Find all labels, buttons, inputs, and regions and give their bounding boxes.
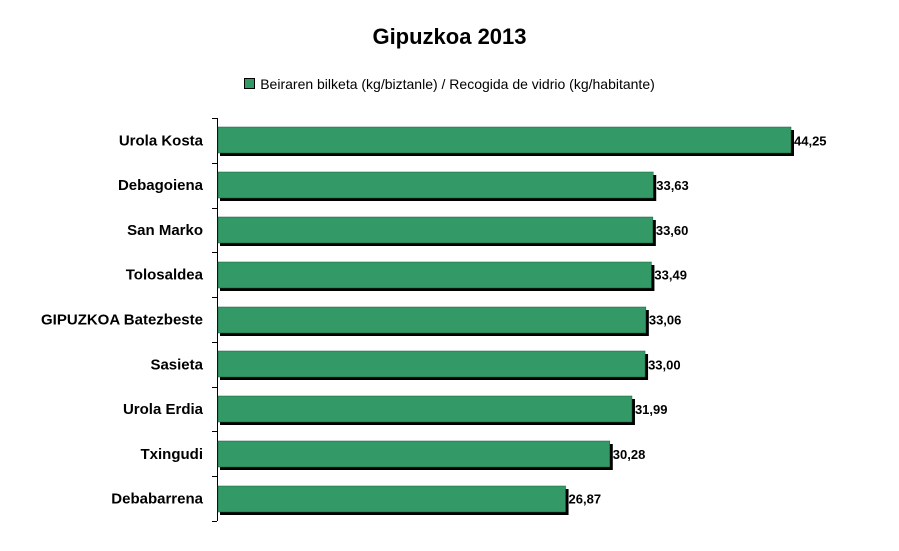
data-label: 33,60 — [656, 223, 689, 238]
category-label: Sasieta — [150, 356, 203, 373]
data-label: 31,99 — [635, 402, 668, 417]
legend-label: Beiraren bilketa (kg/biztanle) / Recogid… — [260, 76, 655, 92]
bar — [217, 395, 633, 423]
bar — [217, 440, 611, 468]
category-label: Tolosaldea — [126, 267, 204, 284]
data-label: 30,28 — [613, 447, 646, 462]
legend: Beiraren bilketa (kg/biztanle) / Recogid… — [0, 76, 899, 92]
bar — [217, 171, 654, 199]
bar — [217, 350, 646, 378]
category-label: Debagoiena — [118, 177, 204, 194]
bar — [217, 306, 647, 334]
data-label: 33,63 — [656, 178, 689, 193]
category-label: San Marko — [127, 222, 203, 239]
category-label: Debabarrena — [111, 491, 203, 508]
bar — [217, 126, 792, 154]
category-label: GIPUZKOA Batezbeste — [41, 312, 203, 329]
data-label: 44,25 — [794, 133, 827, 148]
legend-swatch — [244, 78, 256, 89]
data-label: 33,49 — [654, 268, 687, 283]
bar — [217, 216, 654, 244]
chart-title: Gipuzkoa 2013 — [372, 24, 527, 49]
data-label: 33,00 — [648, 357, 681, 372]
category-label: Urola Kosta — [119, 132, 204, 149]
data-label: 33,06 — [649, 313, 682, 328]
bar — [217, 261, 652, 289]
category-label: Urola Erdia — [123, 401, 204, 418]
data-label: 26,87 — [569, 492, 602, 507]
category-label: Txingudi — [141, 446, 204, 463]
bar — [217, 485, 566, 513]
